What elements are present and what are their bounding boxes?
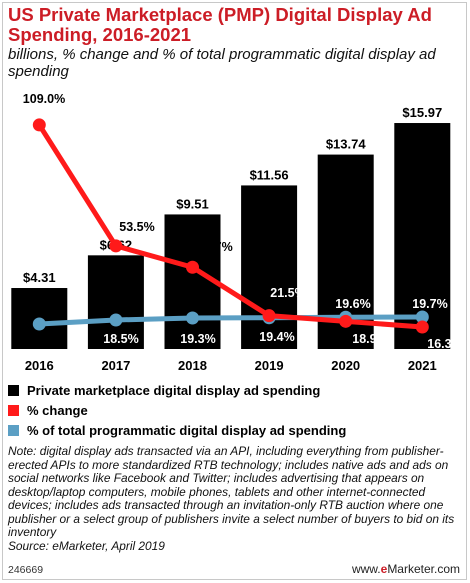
chart-legend: Private marketplace digital display ad s… [8,380,346,440]
chart-title: US Private Marketplace (PMP) Digital Dis… [8,4,432,45]
share-point-2016 [32,317,46,331]
x-tick-2019: 2019 [255,358,284,373]
share-label-2019: 19.4% [259,330,294,344]
change-label-2017: 53.5% [119,220,154,234]
share-label-2016: 16.9% [26,333,61,347]
bar-label-2018: $9.51 [176,196,209,211]
change-label-2019: 21.5% [270,286,305,300]
source-text: Source: eMarketer, April 2019 [8,538,165,553]
chart-id: 246669 [8,564,44,576]
bar-2017 [87,255,144,349]
bar-label-2019: $11.56 [250,167,289,182]
chart-subtitle: billions, % change and % of total progra… [8,46,436,80]
change-point-2021 [415,320,429,334]
x-tick-2021: 2021 [408,358,437,373]
chart-note: Note: digital display ads transacted via… [8,444,466,553]
legend-swatch-1 [8,404,19,416]
share-point-2017 [109,313,123,327]
legend-item-1: % change [8,400,346,420]
legend-label-2: % of total programmatic digital display … [27,422,347,438]
change-point-2020 [339,314,353,328]
legend-item-0: Private marketplace digital display ad s… [8,380,346,400]
note-text: Note: digital display ads transacted via… [8,444,455,539]
change-point-2018 [186,260,199,274]
logo-prefix: www. [351,562,381,576]
emarketer-logo[interactable]: www.eMarketer.com [352,562,460,576]
chart-plot: $4.31$6.62$9.51$11.56$13.74$15.972016201… [11,92,462,373]
share-point-2018 [186,311,199,325]
change-point-2016 [32,118,46,132]
share-label-2017: 18.5% [103,332,138,346]
change-label-2018: 43.7% [197,240,232,254]
logo-brand: e [380,562,388,576]
change-label-2021: 16.3% [427,337,462,351]
share-point-2021 [415,310,429,324]
share-label-2021: 19.7% [412,297,447,311]
bar-label-2016: $4.31 [23,270,56,285]
x-tick-2016: 2016 [25,358,54,373]
bar-label-2020: $13.74 [326,137,367,152]
legend-label-1: % change [27,402,88,418]
bar-label-2021: $15.97 [402,105,442,120]
series-line-share [39,314,423,327]
legend-label-0: Private marketplace digital display ad s… [27,382,321,398]
legend-swatch-0 [8,384,19,396]
share-label-2018: 19.3% [180,332,215,346]
change-point-2017 [109,239,123,253]
legend-item-2: % of total programmatic digital display … [8,420,346,440]
bar-2019 [241,185,298,349]
x-tick-2017: 2017 [101,358,130,373]
legend-swatch-2 [8,424,19,436]
series-line-change [37,123,423,330]
share-label-2020: 19.6% [335,297,370,311]
change-label-2016: 109.0% [23,92,65,106]
change-point-2019 [262,309,276,323]
x-tick-2020: 2020 [331,358,360,373]
change-label-2020: 18.9% [352,332,387,346]
logo-suffix: Marketer.com [387,562,460,576]
x-tick-2018: 2018 [178,358,207,373]
